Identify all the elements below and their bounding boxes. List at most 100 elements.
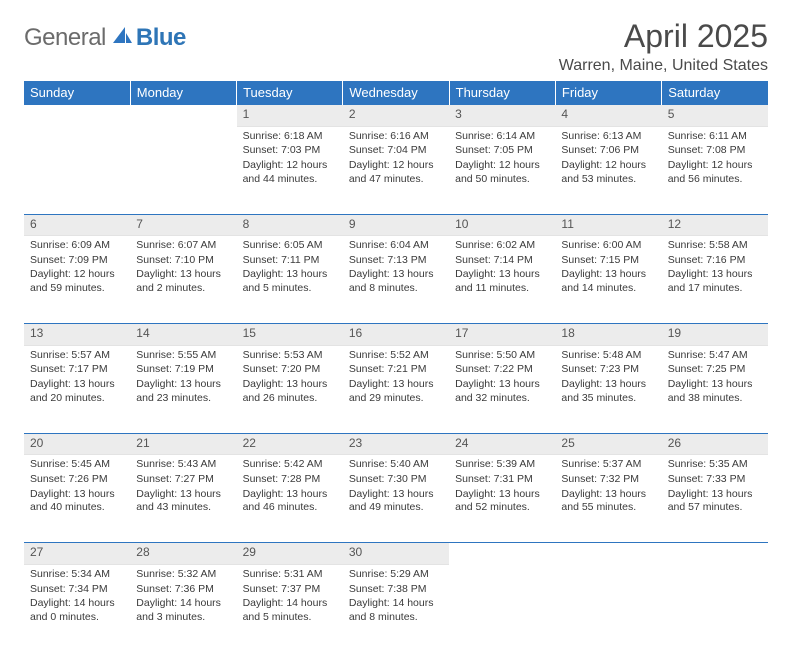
- calendar-page: { "brand": { "part1": "General", "part2"…: [0, 0, 792, 612]
- day-number: 25: [555, 434, 661, 456]
- calendar-cell: Sunrise: 5:32 AMSunset: 7:36 PMDaylight:…: [130, 565, 236, 653]
- sunrise-text: Sunrise: 5:53 AM: [243, 349, 337, 363]
- daylight-text: Daylight: 14 hours and 5 minutes.: [243, 597, 337, 624]
- day-number: 10: [449, 215, 555, 237]
- daylight-text: Daylight: 13 hours and 55 minutes.: [561, 488, 655, 515]
- sunrise-text: Sunrise: 5:42 AM: [243, 458, 337, 472]
- sunrise-text: Sunrise: 6:05 AM: [243, 239, 337, 253]
- daylight-text: Daylight: 12 hours and 50 minutes.: [455, 159, 549, 186]
- sunset-text: Sunset: 7:10 PM: [136, 254, 230, 268]
- daylight-text: Daylight: 13 hours and 46 minutes.: [243, 488, 337, 515]
- sunset-text: Sunset: 7:34 PM: [30, 583, 124, 597]
- daylight-text: Daylight: 13 hours and 40 minutes.: [30, 488, 124, 515]
- sunrise-text: Sunrise: 5:43 AM: [136, 458, 230, 472]
- day-number: 29: [237, 543, 343, 565]
- day-number: 28: [130, 543, 236, 565]
- sunset-text: Sunset: 7:08 PM: [668, 144, 762, 158]
- sunset-text: Sunset: 7:17 PM: [30, 363, 124, 377]
- sunset-text: Sunset: 7:03 PM: [243, 144, 337, 158]
- day-header: Sunday: [24, 81, 130, 105]
- sunset-text: Sunset: 7:21 PM: [349, 363, 443, 377]
- daylight-text: Daylight: 13 hours and 17 minutes.: [668, 268, 762, 295]
- day-number: 30: [343, 543, 449, 565]
- sunrise-text: Sunrise: 5:52 AM: [349, 349, 443, 363]
- day-number: 26: [662, 434, 768, 456]
- daylight-text: Daylight: 13 hours and 29 minutes.: [349, 378, 443, 405]
- daylight-text: Daylight: 12 hours and 56 minutes.: [668, 159, 762, 186]
- day-number: 14: [130, 324, 236, 346]
- sunrise-text: Sunrise: 5:40 AM: [349, 458, 443, 472]
- sunrise-text: Sunrise: 5:47 AM: [668, 349, 762, 363]
- sunrise-text: Sunrise: 6:11 AM: [668, 130, 762, 144]
- daylight-text: Daylight: 13 hours and 23 minutes.: [136, 378, 230, 405]
- sunset-text: Sunset: 7:31 PM: [455, 473, 549, 487]
- day-number: 5: [662, 105, 768, 127]
- sunrise-text: Sunrise: 5:55 AM: [136, 349, 230, 363]
- daylight-text: Daylight: 14 hours and 3 minutes.: [136, 597, 230, 624]
- calendar-cell: Sunrise: 6:13 AMSunset: 7:06 PMDaylight:…: [555, 127, 661, 215]
- day-number: 2: [343, 105, 449, 127]
- calendar-head: SundayMondayTuesdayWednesdayThursdayFrid…: [24, 81, 768, 105]
- sunset-text: Sunset: 7:05 PM: [455, 144, 549, 158]
- sunset-text: Sunset: 7:37 PM: [243, 583, 337, 597]
- calendar-cell: Sunrise: 6:04 AMSunset: 7:13 PMDaylight:…: [343, 236, 449, 324]
- sunrise-text: Sunrise: 6:14 AM: [455, 130, 549, 144]
- month-title: April 2025: [559, 18, 768, 55]
- daylight-text: Daylight: 13 hours and 20 minutes.: [30, 378, 124, 405]
- day-number: 12: [662, 215, 768, 237]
- sunset-text: Sunset: 7:13 PM: [349, 254, 443, 268]
- calendar-cell: Sunrise: 5:43 AMSunset: 7:27 PMDaylight:…: [130, 455, 236, 543]
- day-number: 27: [24, 543, 130, 565]
- calendar-cell: Sunrise: 5:47 AMSunset: 7:25 PMDaylight:…: [662, 346, 768, 434]
- calendar-cell: Sunrise: 5:52 AMSunset: 7:21 PMDaylight:…: [343, 346, 449, 434]
- sunset-text: Sunset: 7:19 PM: [136, 363, 230, 377]
- sunrise-text: Sunrise: 5:29 AM: [349, 568, 443, 582]
- calendar-cell: [555, 565, 661, 653]
- calendar-cell: Sunrise: 5:48 AMSunset: 7:23 PMDaylight:…: [555, 346, 661, 434]
- daylight-text: Daylight: 13 hours and 43 minutes.: [136, 488, 230, 515]
- sunrise-text: Sunrise: 5:50 AM: [455, 349, 549, 363]
- calendar-cell: Sunrise: 5:35 AMSunset: 7:33 PMDaylight:…: [662, 455, 768, 543]
- title-block: April 2025 Warren, Maine, United States: [559, 18, 768, 75]
- sunrise-text: Sunrise: 5:34 AM: [30, 568, 124, 582]
- sunrise-text: Sunrise: 5:58 AM: [668, 239, 762, 253]
- day-number: 18: [555, 324, 661, 346]
- calendar-cell: Sunrise: 6:18 AMSunset: 7:03 PMDaylight:…: [237, 127, 343, 215]
- sunrise-text: Sunrise: 6:16 AM: [349, 130, 443, 144]
- sunrise-text: Sunrise: 5:57 AM: [30, 349, 124, 363]
- sunset-text: Sunset: 7:04 PM: [349, 144, 443, 158]
- daylight-text: Daylight: 13 hours and 35 minutes.: [561, 378, 655, 405]
- daylight-text: Daylight: 13 hours and 5 minutes.: [243, 268, 337, 295]
- calendar-cell: Sunrise: 5:31 AMSunset: 7:37 PMDaylight:…: [237, 565, 343, 653]
- sunset-text: Sunset: 7:25 PM: [668, 363, 762, 377]
- calendar-cell: Sunrise: 5:29 AMSunset: 7:38 PMDaylight:…: [343, 565, 449, 653]
- day-number: 4: [555, 105, 661, 127]
- day-number: 23: [343, 434, 449, 456]
- day-number: 19: [662, 324, 768, 346]
- calendar-cell: Sunrise: 6:16 AMSunset: 7:04 PMDaylight:…: [343, 127, 449, 215]
- calendar-cell: Sunrise: 5:37 AMSunset: 7:32 PMDaylight:…: [555, 455, 661, 543]
- sunset-text: Sunset: 7:33 PM: [668, 473, 762, 487]
- calendar-cell: Sunrise: 6:05 AMSunset: 7:11 PMDaylight:…: [237, 236, 343, 324]
- calendar-table: SundayMondayTuesdayWednesdayThursdayFrid…: [24, 81, 768, 653]
- calendar-body: 1 23 45 Sunrise: 6:18 AMSunset: 7:03 PMDayl…: [24, 105, 768, 653]
- calendar-cell: Sunrise: 5:40 AMSunset: 7:30 PMDaylight:…: [343, 455, 449, 543]
- day-header: Tuesday: [237, 81, 343, 105]
- sunset-text: Sunset: 7:15 PM: [561, 254, 655, 268]
- calendar-cell: Sunrise: 6:02 AMSunset: 7:14 PMDaylight:…: [449, 236, 555, 324]
- calendar-cell: Sunrise: 5:50 AMSunset: 7:22 PMDaylight:…: [449, 346, 555, 434]
- calendar-cell: [662, 565, 768, 653]
- location: Warren, Maine, United States: [559, 57, 768, 75]
- daylight-text: Daylight: 13 hours and 49 minutes.: [349, 488, 443, 515]
- sunrise-text: Sunrise: 6:13 AM: [561, 130, 655, 144]
- sunset-text: Sunset: 7:32 PM: [561, 473, 655, 487]
- daylight-text: Daylight: 12 hours and 47 minutes.: [349, 159, 443, 186]
- day-number: 15: [237, 324, 343, 346]
- day-number: 16: [343, 324, 449, 346]
- sunset-text: Sunset: 7:16 PM: [668, 254, 762, 268]
- day-number: 1: [237, 105, 343, 127]
- calendar-cell: Sunrise: 5:58 AMSunset: 7:16 PMDaylight:…: [662, 236, 768, 324]
- sunset-text: Sunset: 7:09 PM: [30, 254, 124, 268]
- calendar-cell: Sunrise: 5:55 AMSunset: 7:19 PMDaylight:…: [130, 346, 236, 434]
- logo: General Blue: [24, 18, 186, 52]
